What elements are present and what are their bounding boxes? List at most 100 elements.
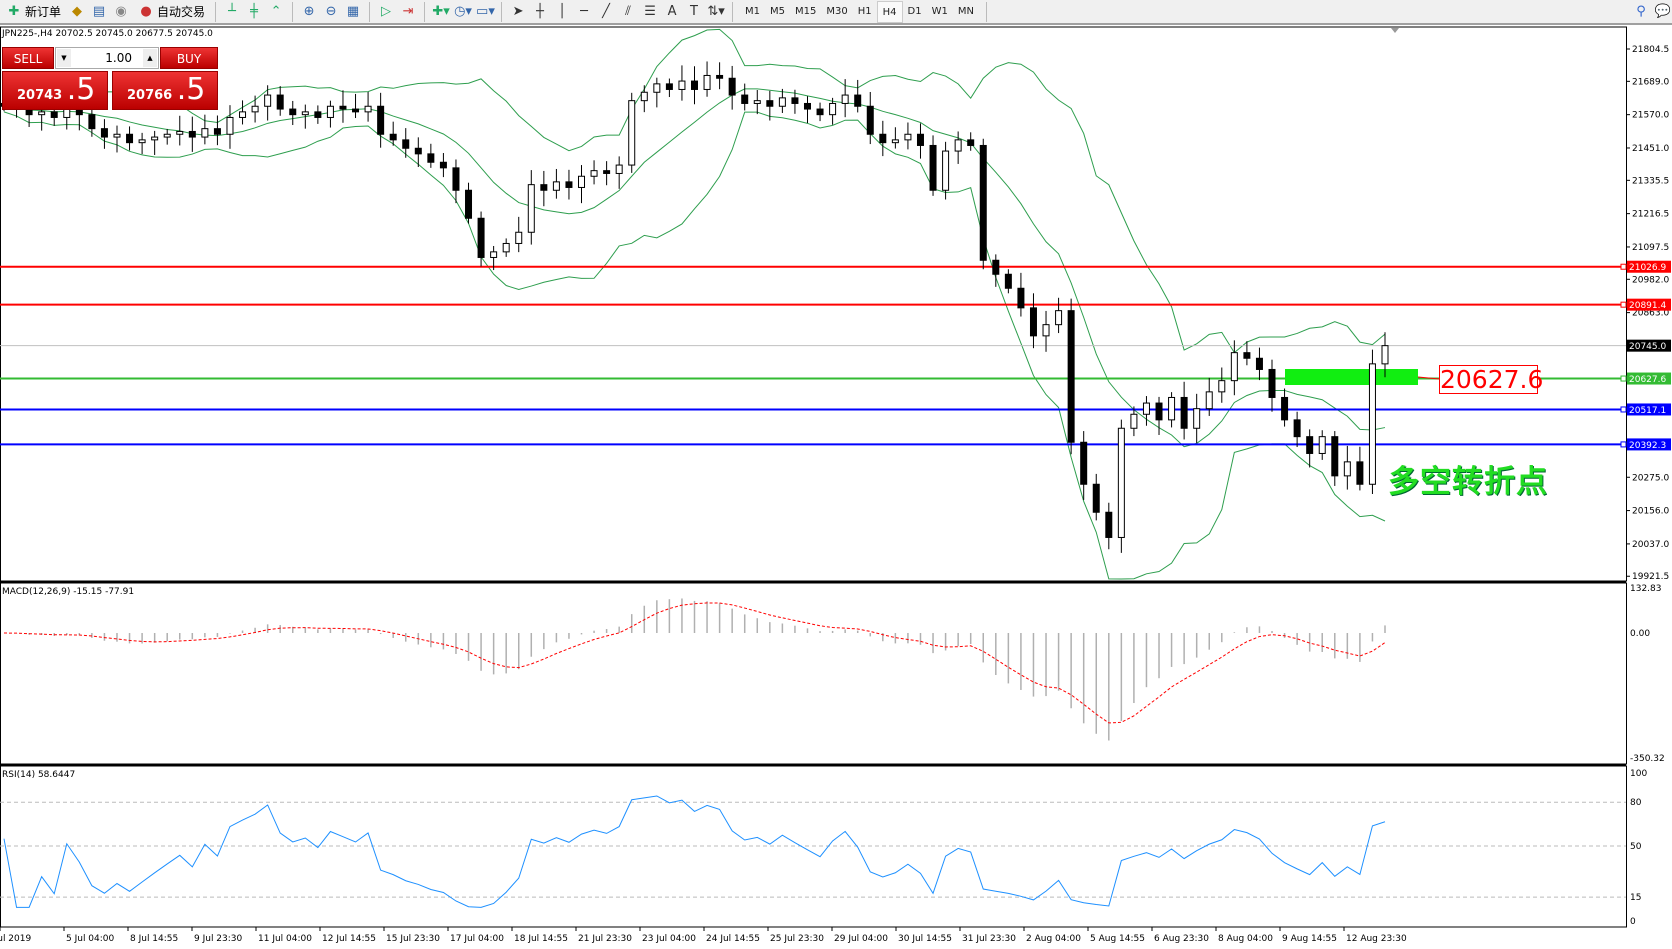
- bull-candle: [1193, 408, 1201, 429]
- horizontal-line-icon[interactable]: ─: [580, 3, 588, 19]
- bear-candle: [879, 133, 887, 144]
- text-icon[interactable]: A: [667, 3, 677, 19]
- equidistant-channel-icon[interactable]: ⫽: [625, 3, 631, 19]
- bull-candle: [151, 136, 159, 141]
- bear-candle: [339, 105, 347, 110]
- macd-tick-label: 0.00: [1630, 629, 1650, 639]
- bull-candle: [301, 111, 309, 116]
- buy-price-button[interactable]: 20766 .5: [112, 71, 218, 110]
- auto-trading-button[interactable]: ● 自动交易: [134, 1, 208, 23]
- chart-shift-icon[interactable]: ⇥: [402, 3, 414, 19]
- timeframe-m30[interactable]: M30: [826, 5, 848, 17]
- lot-size-input[interactable]: ▼ 1.00 ▲: [55, 47, 159, 69]
- macd-tick-label: 132.83: [1630, 584, 1662, 594]
- vertical-line-icon[interactable]: │: [558, 3, 566, 19]
- lot-value: 1.00: [105, 51, 132, 65]
- sell-price-main: 20743: [17, 88, 63, 103]
- timeframe-m15[interactable]: M15: [795, 5, 817, 17]
- auto-scroll-icon[interactable]: ▷: [381, 3, 392, 19]
- templates-icon[interactable]: ▭▾: [476, 3, 495, 19]
- date-label: 17 Jul 04:00: [450, 934, 504, 944]
- level-handle: [1620, 441, 1627, 448]
- bull-candle: [904, 133, 912, 141]
- timeframe-m1[interactable]: M1: [745, 5, 761, 17]
- crosshair-icon[interactable]: ┼: [536, 3, 544, 19]
- trendline-icon[interactable]: ╱: [602, 3, 610, 19]
- bear-candle: [803, 102, 811, 110]
- bull-candle: [1142, 402, 1150, 415]
- bear-candle: [1180, 396, 1188, 429]
- bull-candle: [954, 139, 962, 152]
- sell-price-button[interactable]: 20743 .5: [2, 71, 108, 110]
- bear-candle: [389, 133, 397, 141]
- timeframe-w1[interactable]: W1: [931, 5, 948, 17]
- bear-candle: [1268, 368, 1276, 398]
- bull-candle: [264, 94, 272, 107]
- lot-increase-icon[interactable]: ▲: [143, 49, 157, 67]
- market-watch-icon[interactable]: ◆: [72, 3, 83, 19]
- chat-icon[interactable]: 💬: [1654, 3, 1672, 19]
- highlight-bar: [1285, 369, 1418, 385]
- sell-button[interactable]: SELL: [2, 47, 54, 69]
- bull-candle: [113, 133, 121, 138]
- line-chart-icon[interactable]: ⌃: [270, 3, 282, 19]
- bull-candle: [251, 105, 259, 113]
- text-label-icon[interactable]: T: [690, 3, 698, 19]
- timeframe-d1[interactable]: D1: [907, 5, 922, 17]
- bull-candle: [1168, 396, 1176, 421]
- chart-title: JPN225-,H4 20702.5 20745.0 20677.5 20745…: [2, 29, 213, 39]
- arrows-icon[interactable]: ⇅▾: [707, 3, 725, 19]
- zoom-out-icon[interactable]: ⊖: [325, 3, 337, 19]
- chart-canvas[interactable]: 21804.5 21689.0 21570.0 21451.0 21335.5 21216…: [0, 26, 1672, 946]
- candle-chart-icon[interactable]: ╪: [250, 3, 258, 19]
- bull-candle: [703, 74, 711, 90]
- bull-candle: [1368, 363, 1376, 485]
- timeframe-h4[interactable]: H4: [876, 0, 903, 23]
- sell-price-fraction: .5: [66, 72, 96, 107]
- indicators-icon[interactable]: ✚▾: [432, 3, 450, 19]
- bull-candle: [1042, 324, 1050, 337]
- bear-candle: [477, 217, 485, 258]
- bear-candle: [791, 97, 799, 104]
- bear-candle: [979, 144, 987, 261]
- zoom-in-icon[interactable]: ⊕: [303, 3, 315, 19]
- bull-candle: [527, 184, 535, 233]
- bull-candle: [502, 242, 510, 253]
- bull-candle: [841, 94, 849, 104]
- timeframe-h1[interactable]: H1: [857, 5, 872, 17]
- level-handle: [1620, 301, 1627, 308]
- new-order-button[interactable]: ✚ 新订单: [2, 1, 64, 23]
- bear-candle: [967, 139, 975, 146]
- bull-candle: [615, 164, 623, 174]
- bull-candle: [942, 150, 950, 191]
- bear-candle: [314, 111, 322, 118]
- search-icon[interactable]: ⚲: [1636, 3, 1646, 19]
- bull-candle: [176, 130, 184, 135]
- cursor-icon[interactable]: ➤: [512, 3, 524, 19]
- signals-icon[interactable]: ◉: [115, 3, 127, 19]
- periods-icon[interactable]: ◷▾: [454, 3, 472, 19]
- bull-candle: [138, 139, 146, 144]
- level-tag-label: 21026.9: [1629, 263, 1666, 273]
- tile-windows-icon[interactable]: ▦: [346, 3, 360, 19]
- bear-candle: [1255, 357, 1263, 370]
- fibonacci-icon[interactable]: ☰: [644, 3, 656, 19]
- bar-chart-icon[interactable]: ┴: [228, 3, 236, 19]
- macd-label: MACD(12,26,9) -15.15 -77.91: [2, 587, 134, 597]
- date-label: 12 Jul 14:55: [322, 934, 376, 944]
- timeframe-mn[interactable]: MN: [957, 5, 974, 17]
- reversal-point-annotation[interactable]: 多空转折点: [1388, 464, 1548, 500]
- bollinger-lower: [3, 111, 1386, 580]
- bull-candle: [326, 105, 334, 118]
- navigator-icon[interactable]: ▤: [92, 3, 106, 19]
- chart-window[interactable]: 21804.5 21689.0 21570.0 21451.0 21335.5 21216…: [0, 26, 1672, 946]
- buy-button[interactable]: BUY: [160, 47, 218, 69]
- price-annotation-box[interactable]: 20627.6: [1439, 365, 1544, 394]
- timeframe-m5[interactable]: M5: [770, 5, 786, 17]
- lot-decrease-icon[interactable]: ▼: [57, 49, 71, 67]
- bollinger-middle: [3, 88, 1386, 448]
- bear-candle: [1356, 461, 1364, 485]
- separator: [501, 1, 503, 22]
- rsi-tick-label: 15: [1630, 893, 1641, 903]
- rsi-line: [3, 795, 1386, 908]
